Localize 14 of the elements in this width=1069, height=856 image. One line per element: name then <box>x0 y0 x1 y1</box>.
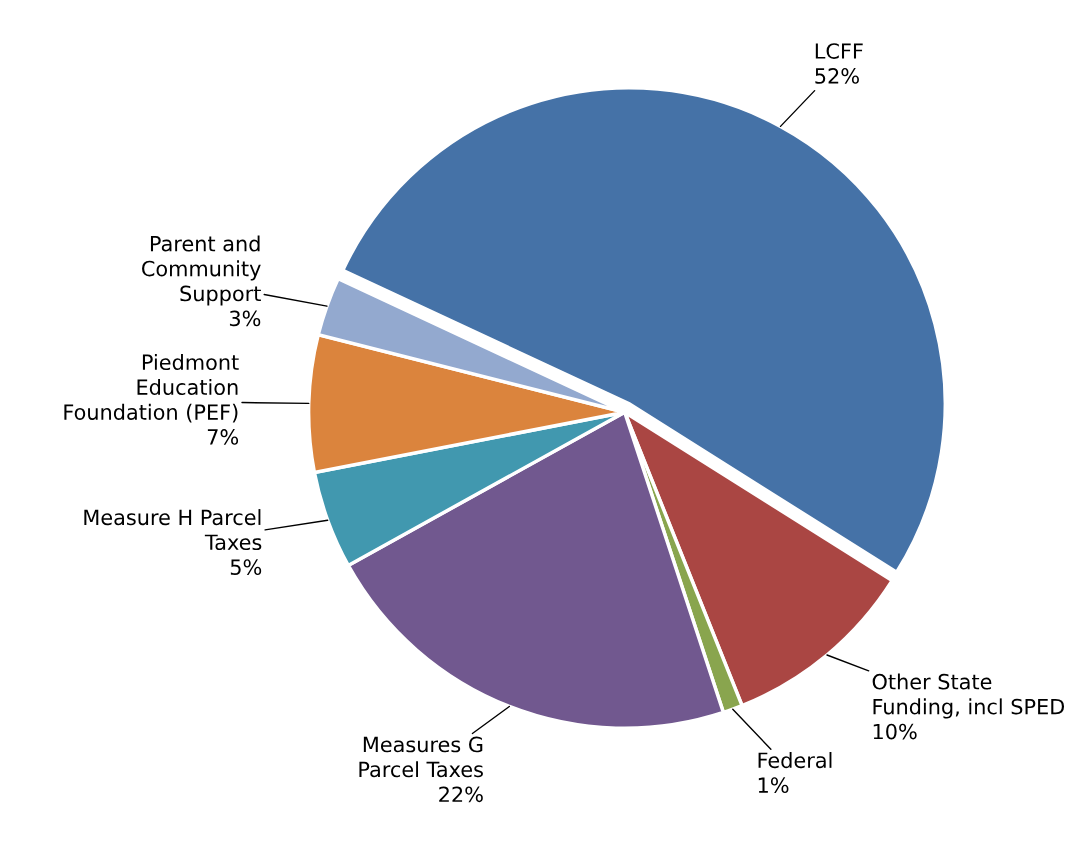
data-label: 5% <box>230 559 262 576</box>
data-label: 3% <box>229 310 261 327</box>
data-label: 52% <box>815 68 859 84</box>
slice-label: Measures G Parcel Taxes <box>359 736 483 778</box>
slice-label: Piedmont Education Foundation (PEF) <box>64 353 239 423</box>
data-label: 10% <box>873 723 917 740</box>
data-label: 1% <box>758 777 789 794</box>
data-label: 7% <box>207 429 239 445</box>
slice-label: Parent and Community Support <box>142 235 261 306</box>
data-label: 22% <box>439 786 483 803</box>
slice-label: Other State Funding, incl SPED <box>872 673 1065 719</box>
slice-label: Measure H Parcel Taxes <box>84 509 262 551</box>
slice-label: Federal <box>758 752 832 769</box>
slice-label: LCFF <box>815 43 863 59</box>
